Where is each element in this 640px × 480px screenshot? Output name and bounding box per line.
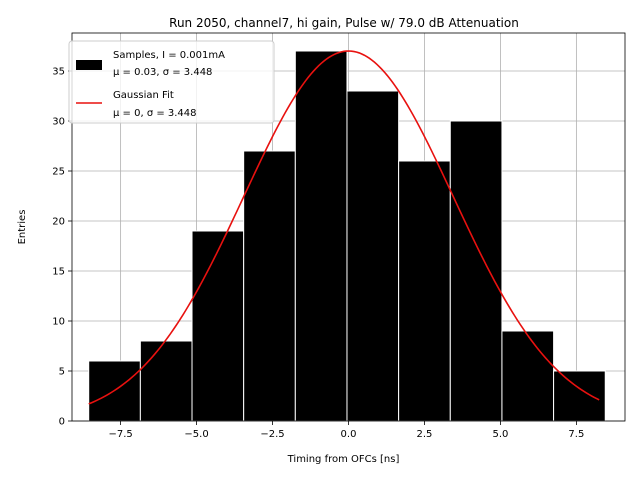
histogram-bars [88,50,606,422]
y-axis-label: Entries [17,210,28,245]
legend: Samples, I = 0.001mA μ = 0.03, σ = 3.448… [68,40,275,124]
y-tick-label: 20 [52,217,65,228]
x-tick-label: −2.5 [260,429,284,440]
histogram-bar-2 [139,340,193,422]
histogram-bar-8 [449,120,503,422]
histogram-bar-10 [553,370,606,422]
histogram-bar-3 [191,230,245,422]
histogram-bar-5 [294,50,348,422]
y-tick-label: 0 [59,417,65,428]
y-tick-label: 35 [52,67,65,78]
x-tick-label: 2.5 [417,429,433,440]
legend-box [68,40,275,124]
chart-title: Run 2050, channel7, hi gain, Pulse w/ 79… [169,16,519,30]
y-tick-label: 10 [52,317,65,328]
histogram-bar-4 [243,150,296,422]
legend-label-samples: Samples, I = 0.001mA [113,50,225,61]
x-tick-label: 7.5 [568,429,584,440]
legend-swatch-samples [76,60,102,70]
x-tick-label: 5.0 [492,429,508,440]
legend-detail-fit: μ = 0, σ = 3.448 [113,108,197,119]
gaussian-fit [88,50,600,405]
x-axis-label: Timing from OFCs [ns] [287,454,400,465]
y-tick-label: 15 [52,267,65,278]
histogram-bar-6 [346,90,400,422]
histogram-bar-7 [398,160,451,422]
legend-detail-samples: μ = 0.03, σ = 3.448 [113,67,212,78]
y-axis-ticks: 0 5 10 15 20 25 30 35 [52,67,72,428]
histogram-bar-9 [501,330,555,422]
x-tick-label: −7.5 [108,429,132,440]
x-axis-ticks: −7.5 −5.0 −2.5 0.0 2.5 5.0 7.5 [108,421,584,440]
y-tick-label: 25 [52,167,65,178]
y-tick-label: 5 [59,367,65,378]
gaussian-fit-line [88,50,600,405]
x-tick-label: −5.0 [184,429,208,440]
x-tick-label: 0.0 [341,429,357,440]
y-tick-label: 30 [52,117,65,128]
legend-label-fit: Gaussian Fit [113,90,174,101]
